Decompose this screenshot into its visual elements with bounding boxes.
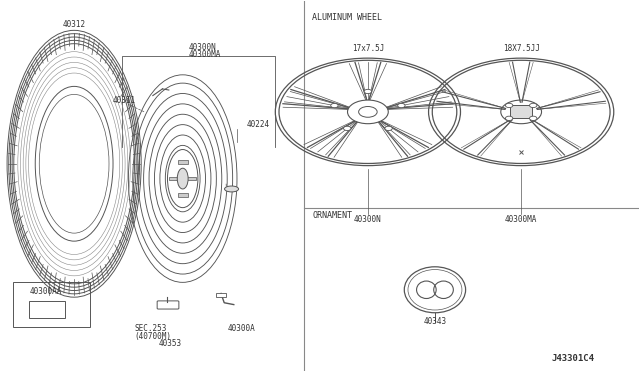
Text: ALUMINUM WHEEL: ALUMINUM WHEEL [312,13,382,22]
Text: 40311: 40311 [113,96,136,105]
Ellipse shape [35,86,113,241]
Text: 40343: 40343 [424,317,447,326]
FancyBboxPatch shape [157,301,179,309]
Text: 17x7.5J: 17x7.5J [352,44,384,53]
Circle shape [348,100,388,124]
FancyBboxPatch shape [216,293,226,297]
Circle shape [331,103,338,108]
Circle shape [529,116,537,121]
Circle shape [506,116,513,121]
Text: 40300AA: 40300AA [29,287,62,296]
Circle shape [529,103,537,108]
Text: 40300N: 40300N [189,42,217,51]
Ellipse shape [404,267,466,313]
Circle shape [385,126,392,131]
Circle shape [364,89,372,94]
Text: 40300MA: 40300MA [189,50,221,59]
Circle shape [506,103,513,108]
Text: 40312: 40312 [63,20,86,29]
Text: 40300MA: 40300MA [505,215,538,224]
FancyBboxPatch shape [186,177,196,180]
Circle shape [397,103,405,108]
Ellipse shape [168,150,198,208]
Ellipse shape [225,186,239,192]
Circle shape [344,126,351,131]
Text: 18X7.5JJ: 18X7.5JJ [502,44,540,53]
Ellipse shape [177,168,188,189]
Bar [510,105,532,118]
FancyBboxPatch shape [177,160,188,164]
Text: (40700M): (40700M) [135,331,172,341]
Text: J43301C4: J43301C4 [552,354,595,363]
FancyBboxPatch shape [177,193,188,197]
FancyBboxPatch shape [169,177,179,180]
Bar [29,301,65,318]
Bar [13,282,90,327]
Circle shape [358,106,377,117]
Text: 40224: 40224 [246,121,269,129]
Text: 40353: 40353 [158,339,182,348]
Text: 40300A: 40300A [227,324,255,333]
Text: 40300N: 40300N [354,215,382,224]
Text: ORNAMENT: ORNAMENT [312,211,353,220]
Text: SEC.253: SEC.253 [135,324,167,333]
